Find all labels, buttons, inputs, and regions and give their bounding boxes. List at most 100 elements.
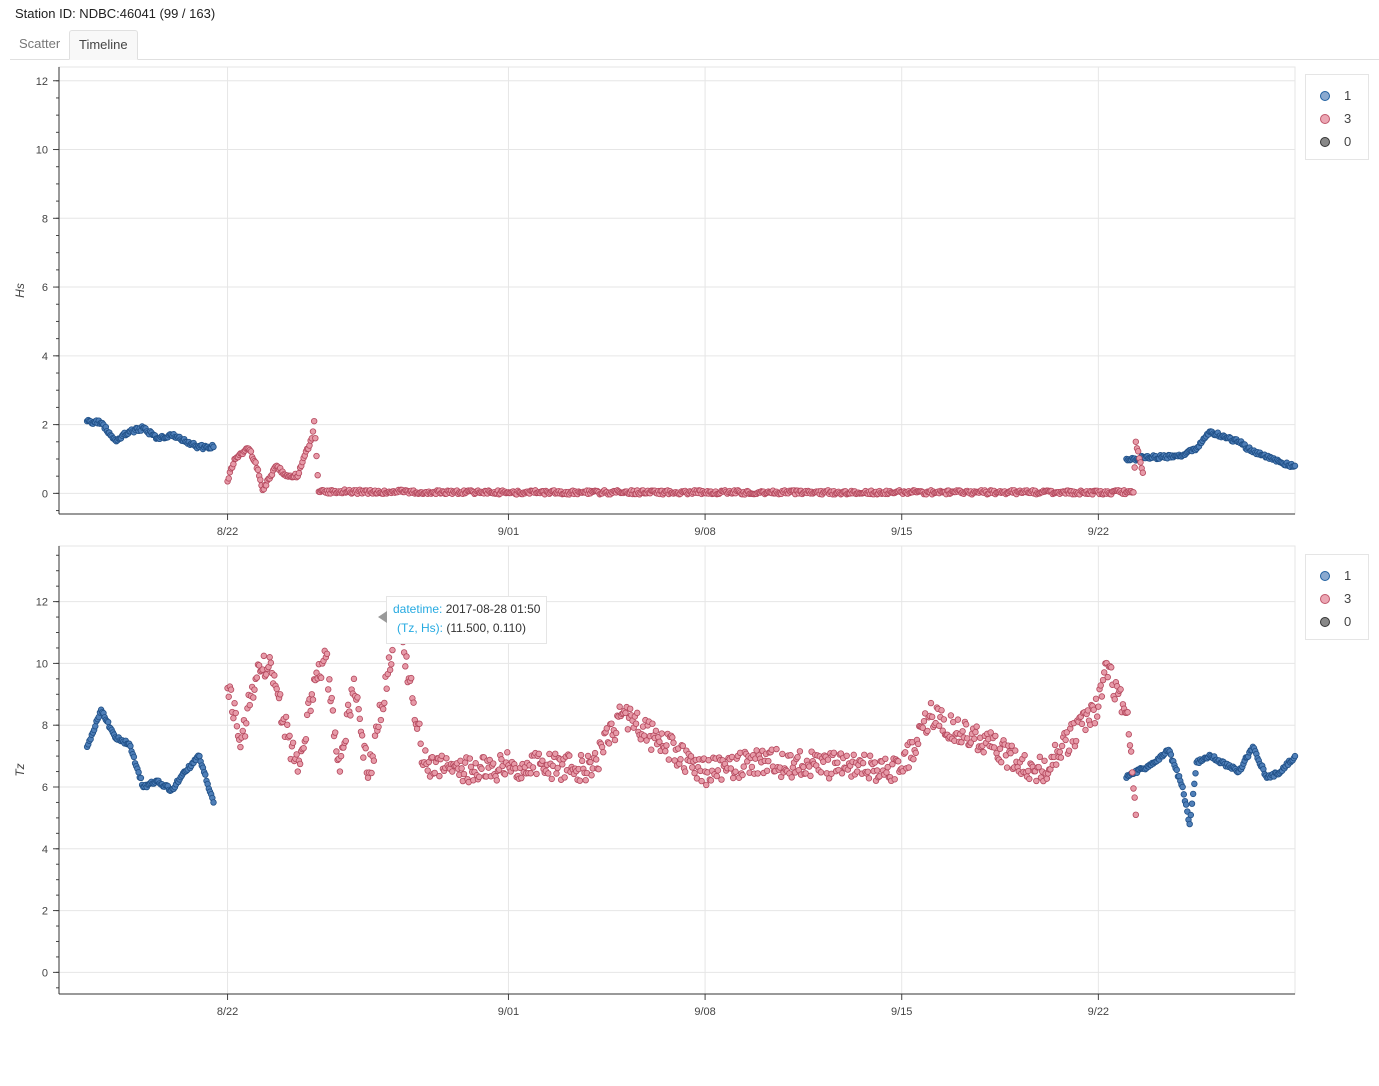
legend-swatch-0 <box>1320 137 1330 147</box>
data-point-series-3 <box>381 699 388 707</box>
data-point-series-3 <box>1130 785 1137 792</box>
data-point-series-3 <box>225 475 232 482</box>
data-point-series-3 <box>342 737 349 745</box>
data-point-series-3 <box>703 781 710 789</box>
data-point-series-3 <box>253 674 261 681</box>
data-point-series-3 <box>561 774 568 781</box>
legend-swatch-3 <box>1320 114 1330 124</box>
data-point-series-1 <box>137 774 145 782</box>
data-point-series-3 <box>1043 775 1051 782</box>
tooltip-datetime-value: 2017-08-28 01:50 <box>445 602 541 616</box>
data-point-series-3 <box>535 750 543 758</box>
y-tick-label: 10 <box>36 145 48 157</box>
data-point-series-3 <box>843 752 850 759</box>
legend-swatch-1 <box>1320 91 1330 101</box>
data-point-series-3 <box>239 727 246 735</box>
data-point-series-3 <box>313 452 320 460</box>
data-point-series-3 <box>980 749 987 756</box>
data-point-series-3 <box>461 759 469 766</box>
data-point-series-3 <box>1124 709 1131 716</box>
data-point-series-3 <box>1021 752 1028 759</box>
data-point-series-3 <box>643 737 650 744</box>
data-point-series-3 <box>648 746 655 753</box>
data-point-series-3 <box>1036 753 1044 761</box>
data-point-series-3 <box>554 764 561 772</box>
x-tick-label: 9/01 <box>498 1006 519 1018</box>
data-point-series-3 <box>873 767 881 774</box>
data-point-series-3 <box>681 768 689 775</box>
data-point-series-3 <box>972 728 979 736</box>
x-tick-label: 8/22 <box>217 526 238 538</box>
data-point-series-3 <box>588 772 595 779</box>
data-point-series-3 <box>466 755 474 762</box>
tooltip-pair-value: (11.500, 0.110) <box>446 621 526 635</box>
data-point-series-3 <box>998 759 1005 766</box>
data-point-series-3 <box>718 776 725 783</box>
data-point-series-3 <box>417 740 424 747</box>
data-point-series-1 <box>130 753 138 761</box>
data-point-series-3 <box>871 759 879 766</box>
data-point-series-3 <box>498 756 505 763</box>
tab-timeline[interactable]: Timeline <box>69 30 138 60</box>
data-point-series-3 <box>838 770 846 777</box>
data-point-series-3 <box>830 749 838 756</box>
data-point-series-3 <box>410 699 417 706</box>
data-point-series-3 <box>1033 777 1040 785</box>
data-point-series-3 <box>416 720 423 727</box>
data-point-series-3 <box>714 767 722 774</box>
y-tick-label: 8 <box>42 720 48 732</box>
data-point-series-3 <box>794 753 801 761</box>
data-point-series-3 <box>1095 703 1102 710</box>
data-point-series-3 <box>850 751 857 759</box>
data-point-series-3 <box>566 752 573 759</box>
data-point-series-3 <box>1072 737 1080 745</box>
data-point-series-3 <box>865 775 873 782</box>
data-point-series-3 <box>225 693 232 700</box>
data-point-series-3 <box>824 756 832 763</box>
data-point-series-3 <box>273 685 280 693</box>
data-point-series-3 <box>806 763 813 770</box>
data-point-series-3 <box>336 768 344 775</box>
data-point-series-3 <box>1026 775 1033 783</box>
data-point-series-3 <box>493 777 500 784</box>
data-point-series-3 <box>408 674 415 682</box>
data-point-series-3 <box>587 758 594 766</box>
data-point-series-3 <box>475 773 483 781</box>
data-point-series-3 <box>817 769 825 776</box>
x-tick-label: 9/15 <box>891 1006 912 1018</box>
data-point-series-3 <box>919 724 926 731</box>
data-point-series-3 <box>553 770 560 777</box>
data-point-series-3 <box>1129 769 1136 776</box>
tab-scatter[interactable]: Scatter <box>19 36 61 51</box>
data-point-series-3 <box>902 749 909 756</box>
data-point-series-3 <box>940 716 948 723</box>
data-point-series-3 <box>864 768 871 775</box>
legend-label: 0 <box>1344 614 1352 629</box>
data-point-series-1 <box>92 723 99 730</box>
data-point-series-3 <box>996 745 1004 752</box>
data-point-series-1 <box>1187 811 1195 819</box>
data-point-series-1 <box>104 718 112 726</box>
data-point-series-3 <box>593 756 600 763</box>
data-point-series-3 <box>309 696 317 703</box>
data-point-series-3 <box>344 701 352 709</box>
data-point-series-3 <box>354 694 361 701</box>
data-point-series-3 <box>314 472 321 479</box>
data-point-series-3 <box>987 729 994 736</box>
data-point-series-3 <box>250 694 257 701</box>
x-tick-label: 8/22 <box>217 1006 238 1018</box>
legend-label: 1 <box>1344 88 1352 103</box>
data-point-series-3 <box>787 752 794 759</box>
data-point-series-3 <box>626 705 634 713</box>
data-point-series-3 <box>356 715 364 723</box>
data-point-series-3 <box>355 705 362 713</box>
data-point-series-3 <box>1035 763 1042 771</box>
data-point-series-3 <box>891 776 898 783</box>
data-point-series-3 <box>302 736 310 743</box>
data-point-series-1 <box>1167 751 1175 758</box>
data-point-series-3 <box>1041 757 1048 764</box>
data-point-series-3 <box>1003 764 1011 771</box>
data-point-series-3 <box>326 676 333 683</box>
